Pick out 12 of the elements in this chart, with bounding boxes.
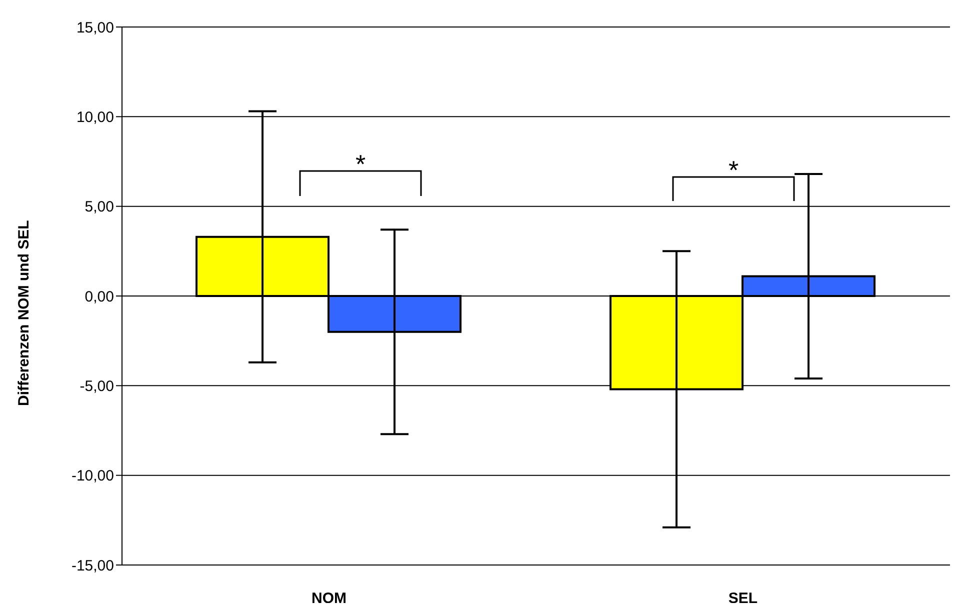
y-tick-label: 5,00 [84,198,114,216]
y-tick-label: 15,00 [76,19,114,36]
y-tick-label: -5,00 [80,378,114,395]
annotation: * [728,155,739,185]
y-tick-label: 10,00 [76,108,114,126]
annotation: * [355,149,366,179]
y-tick-label: -15,00 [71,557,114,574]
y-axis-title: Differenzen NOM und SEL [15,220,32,406]
x-tick-label: SEL [728,590,758,607]
y-tick-label: 0,00 [84,288,114,306]
y-tick-label: -10,00 [71,468,114,485]
x-tick-label: NOM [312,590,346,607]
